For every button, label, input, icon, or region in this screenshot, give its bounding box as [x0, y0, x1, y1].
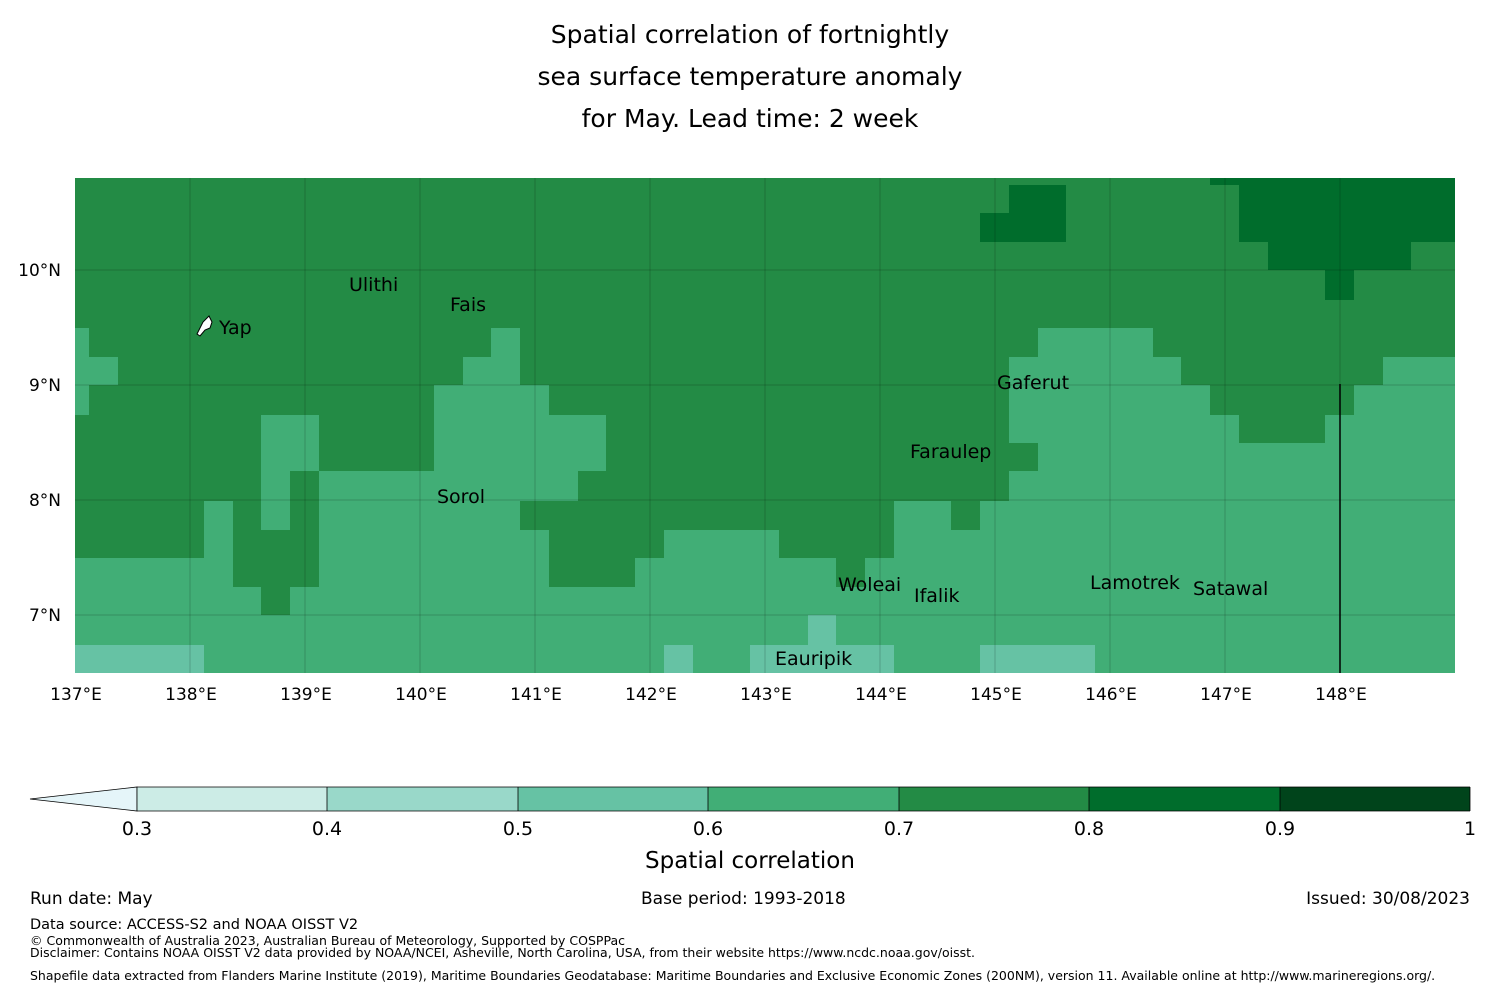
map-gridlines: [75, 178, 1455, 673]
longitude-tick-labels: 137°E 138°E 139°E 140°E 141°E 142°E 143°…: [50, 685, 1367, 705]
island-label-lamotrek: Lamotrek: [1090, 572, 1180, 594]
colorbar-tick: 0.6: [693, 818, 723, 840]
colorbar-segment: [1280, 787, 1470, 811]
lon-tick: 146°E: [1085, 685, 1137, 705]
title-line-1: Spatial correlation of fortnightly: [550, 20, 950, 49]
colorbar-tick: 0.5: [503, 818, 533, 840]
yap-island-shape: [196, 315, 213, 337]
band-08-region: [980, 178, 1455, 300]
colorbar: 0.3 0.4 0.5 0.6 0.7 0.8 0.9 1 Spatial co…: [29, 786, 1476, 874]
colorbar-tick: 0.7: [884, 818, 914, 840]
title-line-3: for May. Lead time: 2 week: [581, 104, 919, 133]
shapefile-credit: Shapefile data extracted from Flanders M…: [30, 968, 1436, 983]
lon-tick: 148°E: [1315, 685, 1367, 705]
island-label-yap: Yap: [218, 317, 252, 339]
colorbar-dividers: [136, 786, 1471, 812]
lon-tick: 145°E: [970, 685, 1022, 705]
colorbar-segment: [327, 787, 518, 811]
title-line-2: sea surface temperature anomaly: [537, 62, 963, 91]
lon-tick: 144°E: [855, 685, 907, 705]
island-label-woleai: Woleai: [838, 574, 901, 596]
latitude-tick-labels: 10°N 9°N 8°N 7°N: [18, 261, 61, 626]
band-05-patches: [75, 615, 1095, 673]
island-label-gaferut: Gaferut: [997, 372, 1069, 394]
colorbar-title: Spatial correlation: [645, 848, 855, 874]
lat-tick: 9°N: [29, 376, 61, 396]
lon-tick: 141°E: [510, 685, 562, 705]
island-label-satawal: Satawal: [1193, 578, 1268, 600]
island-labels: Ulithi Fais Yap Gaferut Faraulep Sorol W…: [218, 274, 1268, 670]
colorbar-tick: 0.4: [312, 818, 342, 840]
island-label-eauripik: Eauripik: [775, 648, 852, 670]
data-source: Data source: ACCESS-S2 and NOAA OISST V2: [30, 917, 359, 933]
colorbar-tick: 0.3: [122, 818, 152, 840]
island-label-ifalik: Ifalik: [914, 585, 960, 607]
copyright-notice: © Commonwealth of Australia 2023, Austra…: [30, 933, 625, 948]
base-period: Base period: 1993-2018: [641, 889, 846, 909]
colorbar-extend-arrow: [29, 786, 138, 812]
run-date: Run date: May: [30, 889, 153, 909]
lat-tick: 10°N: [18, 261, 61, 281]
lat-tick: 8°N: [29, 491, 61, 511]
colorbar-segment: [1089, 787, 1280, 811]
lon-tick: 143°E: [740, 685, 792, 705]
colorbar-tick: 0.8: [1074, 818, 1104, 840]
lon-tick: 140°E: [395, 685, 447, 705]
island-label-ulithi: Ulithi: [349, 274, 398, 296]
colorbar-segment: [518, 787, 708, 811]
colorbar-segment: [708, 787, 899, 811]
issued-date: Issued: 30/08/2023: [1306, 889, 1470, 909]
colorbar-tick: 0.9: [1265, 818, 1295, 840]
map-title: Spatial correlation of fortnightly sea s…: [0, 14, 1500, 140]
lon-tick: 137°E: [50, 685, 102, 705]
lon-tick: 139°E: [280, 685, 332, 705]
correlation-map: [75, 178, 1455, 673]
colorbar-tick-labels: 0.3 0.4 0.5 0.6 0.7 0.8 0.9 1: [122, 818, 1476, 840]
colorbar-segment: [899, 787, 1089, 811]
island-label-fais: Fais: [450, 294, 486, 316]
island-label-faraulep: Faraulep: [910, 441, 991, 463]
disclaimer: Disclaimer: Contains NOAA OISST V2 data …: [30, 945, 975, 960]
colorbar-tick: 1: [1464, 818, 1476, 840]
lat-tick: 7°N: [29, 606, 61, 626]
lon-tick: 147°E: [1200, 685, 1252, 705]
band-06-region: [75, 328, 1455, 673]
lon-tick: 142°E: [625, 685, 677, 705]
island-label-sorol: Sorol: [437, 486, 485, 508]
band-07-patches: [233, 501, 664, 615]
colorbar-segment: [137, 787, 327, 811]
lon-tick: 138°E: [165, 685, 217, 705]
